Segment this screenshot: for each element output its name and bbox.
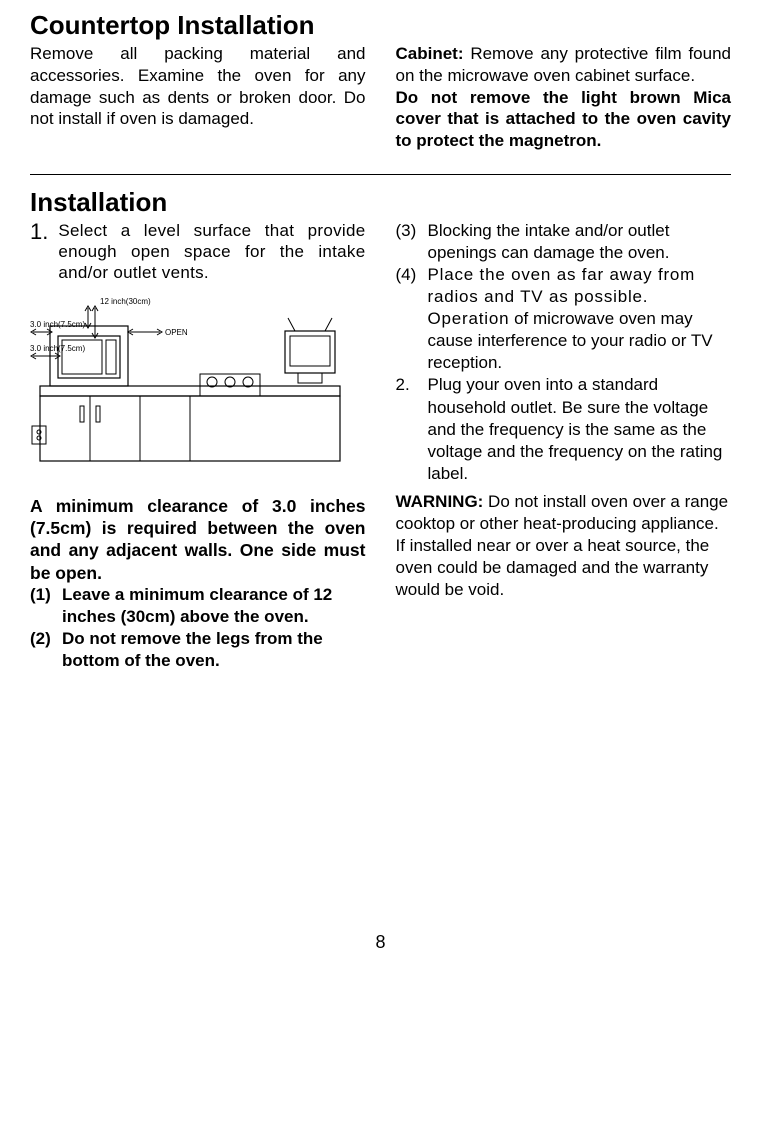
- clearance-diagram: 12 inch(30cm) 3.0 inch(7.5cm) 3.0 inch(7…: [30, 296, 366, 481]
- cabinet-label: Cabinet:: [396, 44, 464, 63]
- right-list: (3) Blocking the intake and/or outlet op…: [396, 220, 732, 485]
- section1-columns: Remove all packing material and accessor…: [30, 43, 731, 152]
- right-item-4-label: (4): [396, 264, 422, 374]
- left-item-2-text: Do not remove the legs from the bottom o…: [62, 628, 366, 672]
- right-item-3: (3) Blocking the intake and/or outlet op…: [396, 220, 732, 264]
- section2-columns: 1. Select a level surface that provide e…: [30, 220, 731, 673]
- right-item-4: (4) Place the oven as far away from radi…: [396, 264, 732, 374]
- right-step-2-label: 2.: [396, 374, 422, 484]
- right-item-3-text: Blocking the intake and/or outlet openin…: [428, 220, 732, 264]
- section2-right: (3) Blocking the intake and/or outlet op…: [396, 220, 732, 673]
- step-1-number: 1.: [30, 220, 48, 284]
- left-item-1-label: (1): [30, 584, 56, 628]
- left-item-1: (1) Leave a minimum clearance of 12 inch…: [30, 584, 366, 628]
- mica-warning: Do not remove the light brown Mica cover…: [396, 87, 732, 152]
- right-step-2: 2. Plug your oven into a standard househ…: [396, 374, 732, 484]
- warning-label: WARNING:: [396, 492, 484, 511]
- left-item-1-text: Leave a minimum clearance of 12 inches (…: [62, 584, 366, 628]
- section-title-installation: Installation: [30, 187, 731, 218]
- step-1-row: 1. Select a level surface that provide e…: [30, 220, 366, 284]
- clearance-diagram-svg: 12 inch(30cm) 3.0 inch(7.5cm) 3.0 inch(7…: [30, 296, 360, 481]
- left-item-2: (2) Do not remove the legs from the bott…: [30, 628, 366, 672]
- section1-left: Remove all packing material and accessor…: [30, 43, 366, 152]
- clearance-bold: A minimum clearance of 3.0 inches (7.5cm…: [30, 495, 366, 585]
- label-left-1: 3.0 inch(7.5cm): [30, 320, 85, 329]
- divider: [30, 174, 731, 175]
- step-1-text: Select a level surface that provide enou…: [58, 220, 365, 284]
- right-step-2-text: Plug your oven into a standard household…: [428, 374, 732, 484]
- label-open: OPEN: [165, 328, 188, 337]
- left-item-2-label: (2): [30, 628, 56, 672]
- label-left-2: 3.0 inch(7.5cm): [30, 344, 85, 353]
- right-item-4-text: Place the oven as far away from radios a…: [428, 264, 732, 374]
- section1-right: Cabinet: Remove any protective film foun…: [396, 43, 732, 152]
- warning-block: WARNING: Do not install oven over a rang…: [396, 491, 732, 601]
- page-number: 8: [30, 932, 731, 953]
- manual-page: Countertop Installation Remove all packi…: [0, 0, 761, 953]
- section-title-countertop: Countertop Installation: [30, 10, 731, 41]
- right-item-3-label: (3): [396, 220, 422, 264]
- left-list: (1) Leave a minimum clearance of 12 inch…: [30, 584, 366, 672]
- label-top: 12 inch(30cm): [100, 297, 151, 306]
- section2-left: 1. Select a level surface that provide e…: [30, 220, 366, 673]
